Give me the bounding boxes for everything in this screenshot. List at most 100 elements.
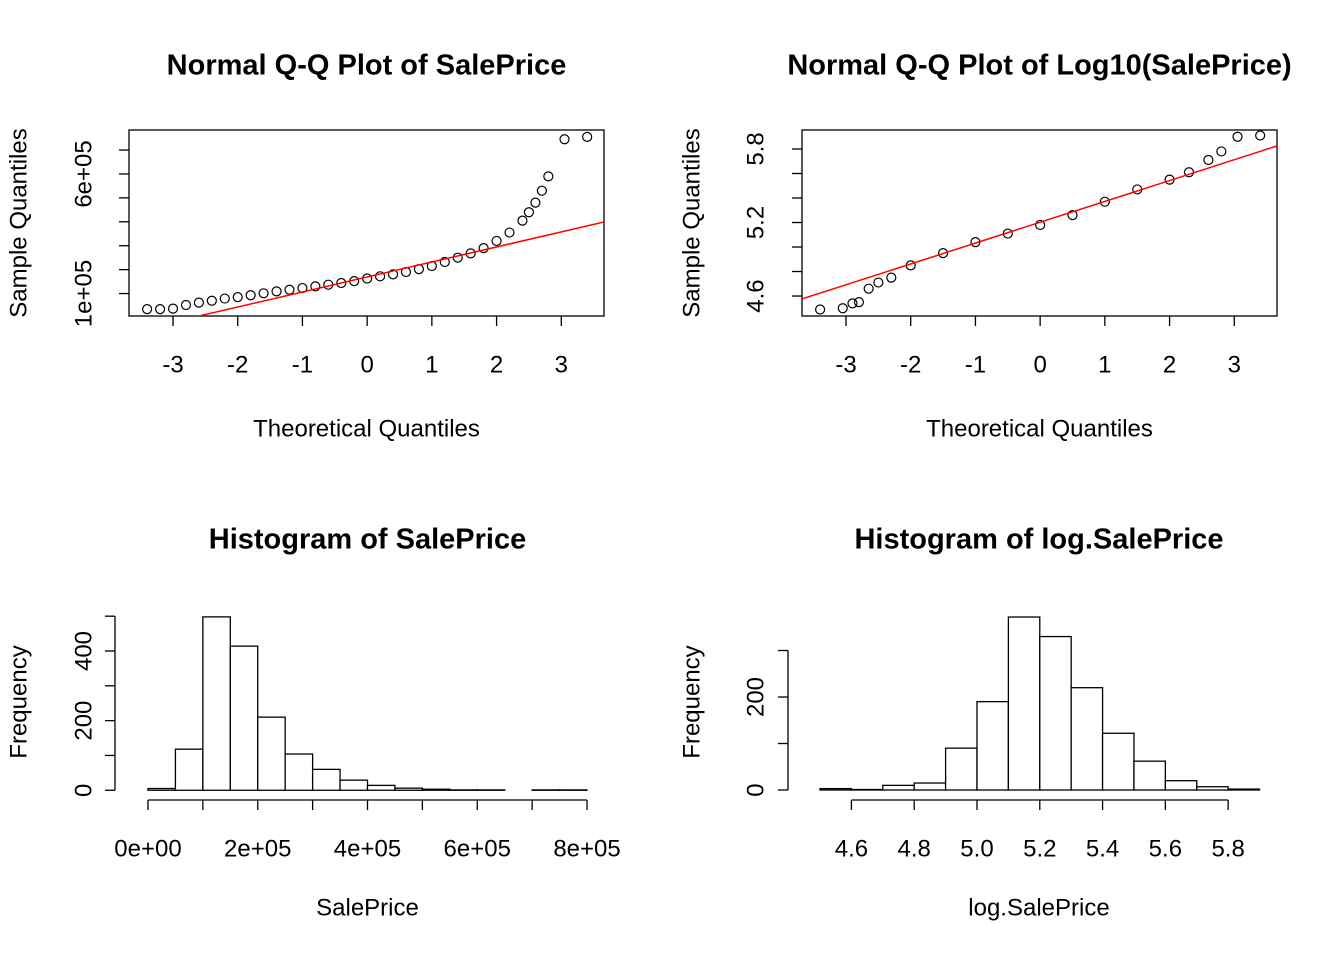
x-tick-label: 1 [425,351,438,378]
y-axis-label: Frequency [678,645,705,758]
reference-line [802,145,1277,300]
histogram-bar [174,748,204,791]
y-tick-label: 200 [70,701,97,741]
qq-point [193,297,204,308]
histogram-bar [944,747,978,791]
x-tick-label: 5.0 [960,835,993,862]
qq-point [517,215,528,226]
y-tick-label: 5.2 [742,206,769,239]
reference-line [195,221,604,316]
histogram-bar [257,716,286,791]
x-tick-label: -3 [162,351,183,378]
x-tick-label: 0e+00 [114,835,181,862]
x-tick-label: 2 [490,351,503,378]
x-tick-label: 5.8 [1211,835,1244,862]
qq-point [523,207,535,218]
qq-point [853,297,865,308]
histogram-bar [1039,635,1072,791]
y-axis-label: Sample Quantiles [5,128,32,317]
qq-point [245,290,256,301]
y-tick-label: 400 [70,631,97,671]
panel-title: Normal Q-Q Plot of Log10(SalePrice) [787,50,1291,82]
qq-point [1255,130,1266,141]
y-tick-label: 4.6 [742,279,769,312]
qq-point [582,131,593,142]
histogram-bar [202,616,231,791]
x-tick-label: 6e+05 [444,835,511,862]
histogram-bar [882,784,915,791]
histogram-bar [1133,760,1167,791]
histogram-bar [147,787,177,791]
x-tick-label: 5.6 [1149,835,1182,862]
qq-point [142,304,153,315]
y-tick-label: 0 [742,783,769,796]
histogram-bar [1227,788,1261,791]
x-tick-label: 4e+05 [334,835,401,862]
qq-point [271,286,282,297]
qq-point [847,298,858,309]
qq-point [530,197,541,208]
qq-point [374,271,386,282]
qq-point [180,299,192,311]
qq-point [310,281,321,292]
histogram-bar [284,753,314,791]
x-tick-label: 3 [555,351,568,378]
histogram-bar [1007,616,1041,791]
y-tick-label: 0 [70,784,97,797]
qq-point [1035,219,1046,231]
qq-point [873,277,884,288]
plot-box [801,129,1278,317]
qq-point [863,283,874,294]
panel-title: Normal Q-Q Plot of SalePrice [167,50,567,82]
y-tick-label: 200 [742,677,769,717]
qq-point [1067,210,1078,221]
y-tick-label: 1e+05 [70,260,97,327]
histogram-bar [229,645,259,791]
x-tick-label: 2e+05 [224,835,291,862]
histogram-bar [421,788,451,791]
qq-point [478,243,489,254]
histogram-bar [976,701,1010,791]
qq-point [536,185,547,196]
qq-point [154,303,166,315]
x-tick-label: -1 [965,351,986,378]
qq-point [219,293,230,304]
histogram-bar [366,784,396,791]
histogram-bar [819,787,853,791]
x-tick-label: 1 [1098,351,1111,378]
histogram-bar [913,782,947,791]
qq-point [1216,146,1227,157]
qq-point [543,171,554,182]
qq-point [258,288,269,299]
x-axis-label: SalePrice [316,894,419,921]
qq-point [387,269,399,280]
x-axis-label: Theoretical Quantiles [926,415,1153,442]
qq-point [504,227,515,238]
histogram-bar [394,787,424,791]
x-tick-label: 0 [1033,351,1046,378]
qq-point [937,248,949,259]
panel-title: Histogram of log.SalePrice [854,524,1223,556]
qq-point [1232,131,1243,142]
x-tick-label: -2 [227,351,248,378]
panel-title: Histogram of SalePrice [209,524,527,556]
qq-point [1099,196,1110,207]
qq-point [439,256,450,268]
qq-point [837,303,848,314]
histogram-bar [1196,786,1229,791]
x-tick-label: -2 [900,351,921,378]
qq-point [362,273,373,284]
histogram-bar [339,779,369,791]
x-tick-label: 0 [360,351,373,378]
x-tick-label: -1 [292,351,313,378]
qq-point [206,295,217,306]
x-tick-label: 4.8 [898,835,931,862]
x-tick-label: 2 [1163,351,1176,378]
qq-point [167,303,179,314]
qq-point [886,272,897,283]
plot-box [128,129,605,317]
x-axis-label: Theoretical Quantiles [253,415,480,442]
x-tick-label: 4.6 [835,835,868,862]
qq-point [336,277,347,289]
